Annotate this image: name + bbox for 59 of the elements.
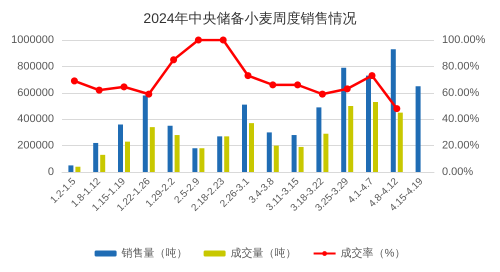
y2-tick-label: 80.00%: [442, 60, 480, 72]
point: [269, 81, 276, 88]
bar: [323, 134, 328, 172]
bar: [224, 136, 230, 172]
bar: [217, 136, 222, 172]
bar: [192, 148, 198, 172]
y-tick-label: 0: [48, 166, 54, 178]
bar: [373, 102, 378, 172]
bar: [348, 106, 354, 172]
point: [120, 83, 128, 90]
legend-label: 成交率（%）: [340, 246, 406, 260]
point: [96, 86, 103, 94]
point: [70, 77, 78, 84]
bar: [93, 142, 98, 172]
y2-tick-label: 0.00%: [442, 166, 474, 178]
point: [344, 85, 351, 92]
point: [318, 90, 326, 98]
point: [220, 36, 227, 44]
legend-label: 销售量（吨）: [120, 246, 188, 260]
bar: [390, 49, 396, 172]
bar: [75, 166, 80, 172]
y2-tick-label: 20.00%: [442, 140, 480, 152]
bar: [199, 148, 204, 172]
chart-title: 2024年中央储备小麦周度销售情况: [143, 10, 357, 26]
bar: [266, 132, 272, 172]
bar: [242, 104, 247, 172]
point: [170, 56, 178, 64]
y-tick-label: 200000: [17, 140, 54, 152]
y2-tick-label: 60.00%: [442, 86, 480, 99]
point: [145, 90, 152, 98]
point: [294, 81, 302, 88]
bar: [316, 107, 322, 172]
bar: [100, 154, 106, 172]
bar: [298, 146, 304, 172]
bar: [398, 112, 403, 172]
bar: [292, 135, 297, 172]
bar: [125, 142, 130, 172]
bar: [150, 127, 155, 172]
y-tick-label: 400000: [17, 113, 54, 126]
bar: [341, 68, 346, 172]
y-tick-label: 800000: [17, 60, 54, 72]
bar: [68, 165, 74, 172]
bar: [168, 126, 173, 172]
bar: [174, 135, 180, 172]
y-tick-label: 1000000: [11, 34, 54, 46]
y2-tick-label: 40.00%: [442, 113, 480, 126]
point: [194, 36, 202, 44]
bar: [416, 86, 421, 172]
bar: [249, 123, 254, 172]
bar: [366, 76, 371, 172]
legend-label: 成交量（吨）: [230, 246, 297, 260]
bar: [142, 95, 148, 172]
point: [368, 72, 376, 80]
y2-tick-label: 100.00%: [442, 34, 486, 46]
point: [393, 105, 400, 112]
bar: [118, 124, 123, 172]
y-tick-label: 600000: [17, 86, 54, 99]
point: [244, 72, 252, 80]
bar: [274, 146, 279, 172]
